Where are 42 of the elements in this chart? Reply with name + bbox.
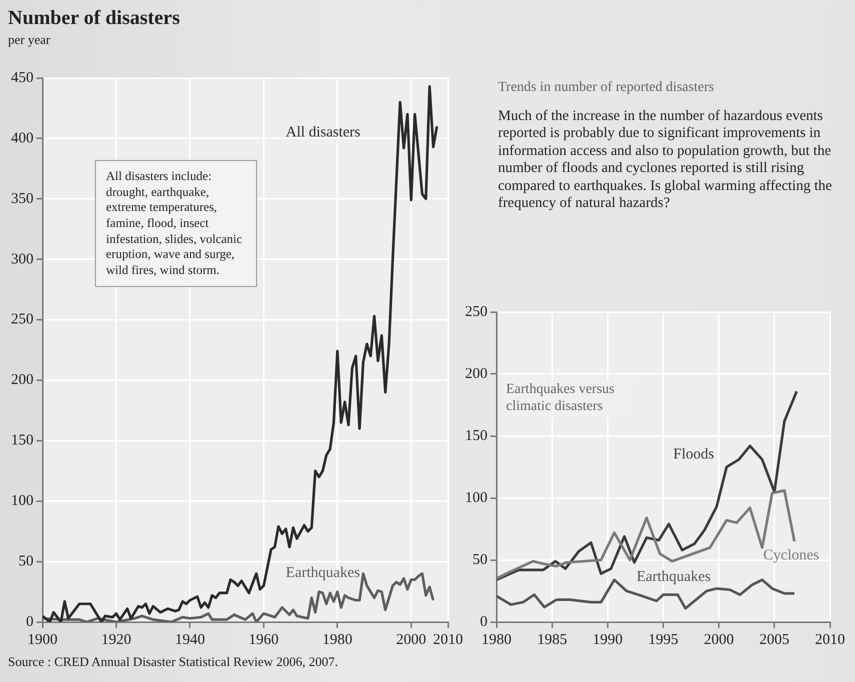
y-tick-label: 100 [11, 493, 34, 510]
y-tick-label: 400 [11, 130, 34, 146]
chart-title: Trends in number of reported disasters [498, 80, 714, 97]
y-tick-label: 150 [465, 428, 488, 444]
x-tick-label: 2005 [759, 632, 790, 648]
y-tick-label: 300 [11, 251, 34, 268]
y-tick-label: 250 [11, 312, 34, 328]
x-tick-label: 1995 [648, 632, 678, 648]
x-tick-label: 1900 [28, 632, 58, 648]
y-tick-label: 450 [11, 70, 34, 86]
chart-subtitle: per year [8, 32, 50, 48]
x-tick-label: 1985 [537, 632, 568, 648]
series-label: Cyclones [763, 547, 820, 564]
x-tick-label: 1980 [482, 632, 512, 648]
y-tick-label: 350 [11, 190, 34, 207]
series-label: Earthquakes [286, 564, 360, 581]
x-tick-label: 1940 [174, 632, 205, 648]
y-tick-label: 150 [11, 432, 34, 449]
text: All disasters [286, 124, 361, 140]
x-tick-label: 2010 [815, 632, 845, 648]
y-tick-label: 0 [480, 614, 488, 630]
series-label: Floods [673, 446, 714, 463]
x-tick-label: 1980 [322, 632, 352, 648]
x-tick-label: 2000 [396, 632, 426, 648]
y-tick-label: 200 [11, 372, 34, 388]
y-tick-label: 0 [26, 614, 34, 630]
chart-title: Number of disasters [8, 6, 180, 30]
x-tick-label: 1920 [101, 632, 132, 648]
x-tick-label: 1960 [248, 632, 279, 648]
x-tick-label: 2000 [704, 632, 734, 648]
y-tick-label: 50 [472, 552, 488, 568]
x-tick-label: 1990 [592, 632, 623, 648]
chart-subtitle: Much of the increase in the number of hazardous events reported is probably due to significant improvements in information access and also to population growth, but the number of floods and cyclones reported is still rising compared to earthquakes. Is global warming affecting the frequency of natural hazards? [498, 108, 833, 212]
y-tick-label: 100 [465, 490, 488, 506]
series-label: Earthquakes [636, 568, 711, 585]
source-note: Source : CRED Annual Disaster Statistical Review 2006, 2007. [8, 654, 340, 670]
y-tick-label: 250 [465, 304, 488, 320]
annotation: All disasters include: drought, earthquake, extreme temperatures, famine, flood, insect infestation, slides, volcanic eruption, wave and surge, wild fires, wind storm. [95, 160, 257, 288]
y-tick-label: 50 [18, 553, 34, 570]
x-tick-label: 2010 [433, 632, 463, 648]
annotation: Earthquakes versus climatic disasters [503, 380, 634, 418]
y-tick-label: 200 [465, 366, 488, 382]
